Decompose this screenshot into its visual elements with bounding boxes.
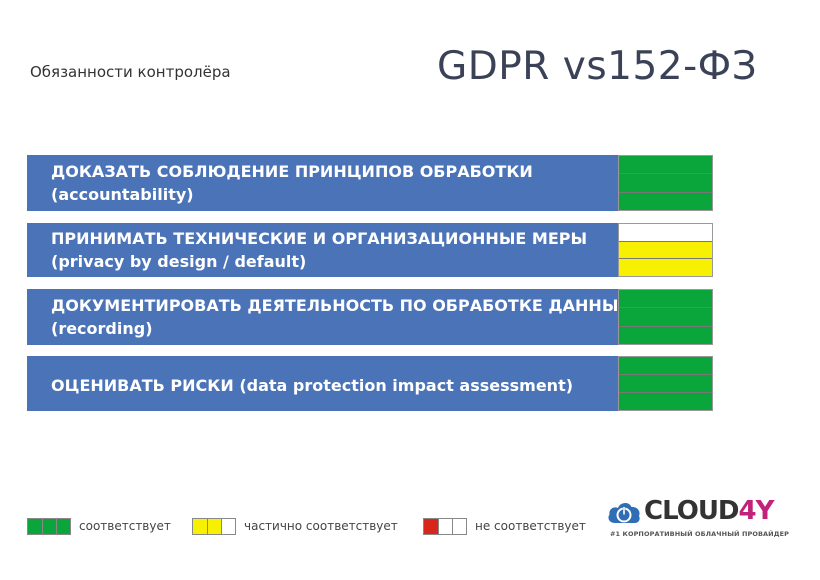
compliance-cell (619, 191, 712, 210)
compliance-indicator (618, 356, 713, 411)
compliance-cell (619, 258, 712, 277)
requirement-label: ДОКУМЕНТИРОВАТЬ ДЕЯТЕЛЬНОСТЬ ПО ОБРАБОТК… (27, 289, 631, 345)
compliance-cell (619, 307, 712, 326)
compliance-cell (619, 392, 712, 410)
compliance-cell (619, 173, 712, 192)
legend-box (424, 518, 438, 534)
compliance-indicator (618, 223, 713, 277)
legend-label: соответствует (79, 519, 171, 533)
legend-label: не соответствует (475, 519, 586, 533)
requirement-text: ДОКАЗАТЬ СОБЛЮДЕНИЕ ПРИНЦИПОВ ОБРАБОТКИ (51, 162, 533, 181)
legend-box (28, 518, 42, 534)
compliance-cell (619, 325, 712, 344)
compliance-cell (619, 156, 712, 174)
slide-title: GDPR vs152-ФЗ (437, 44, 758, 89)
requirement-row-dpia: ОЦЕНИВАТЬ РИСКИ (data protection impact … (27, 356, 713, 411)
logo-word-accent: 4Y (738, 496, 775, 526)
requirement-subtext: (recording) (51, 319, 153, 338)
requirement-row-accountability: ДОКАЗАТЬ СОБЛЮДЕНИЕ ПРИНЦИПОВ ОБРАБОТКИ … (27, 155, 713, 211)
logo-word-main: CLOUD (644, 496, 740, 526)
requirement-subtext: (privacy by design / default) (51, 252, 307, 271)
legend-label: частично соответствует (244, 519, 398, 533)
legend-swatch (27, 517, 71, 535)
compliance-cell (619, 224, 712, 241)
legend-partial: частично соответствует (192, 517, 398, 535)
legend-swatch (423, 517, 467, 535)
legend-box (438, 518, 452, 534)
compliance-indicator (618, 155, 713, 211)
compliance-cell (619, 357, 712, 374)
compliance-cell (619, 374, 712, 392)
company-logo: CLOUD4Y #1 КОРПОРАТИВНЫЙ ОБЛАЧНЫЙ ПРОВАЙ… (606, 496, 789, 546)
requirement-label: ОЦЕНИВАТЬ РИСКИ (data protection impact … (27, 356, 618, 411)
requirement-text: ДОКУМЕНТИРОВАТЬ ДЕЯТЕЛЬНОСТЬ ПО ОБРАБОТК… (51, 296, 631, 315)
legend-compliant: соответствует (27, 517, 171, 535)
compliance-cell (619, 240, 712, 259)
requirement-text: ПРИНИМАТЬ ТЕХНИЧЕСКИЕ И ОРГАНИЗАЦИОННЫЕ … (51, 229, 588, 248)
compliance-indicator (618, 289, 713, 345)
requirement-row-recording: ДОКУМЕНТИРОВАТЬ ДЕЯТЕЛЬНОСТЬ ПО ОБРАБОТК… (27, 289, 713, 345)
legend-noncompliant: не соответствует (423, 517, 586, 535)
legend-box (42, 518, 56, 534)
legend-swatch (192, 517, 236, 535)
slide-subtitle: Обязанности контролёра (30, 63, 231, 81)
legend-box (452, 518, 466, 534)
requirement-label: ПРИНИМАТЬ ТЕХНИЧЕСКИЕ И ОРГАНИЗАЦИОННЫЕ … (27, 223, 618, 277)
legend-box (56, 518, 70, 534)
power-cloud-icon (608, 502, 640, 524)
requirement-text: ОЦЕНИВАТЬ РИСКИ (data protection impact … (51, 375, 574, 395)
requirement-subtext: (accountability) (51, 185, 194, 204)
requirement-label: ДОКАЗАТЬ СОБЛЮДЕНИЕ ПРИНЦИПОВ ОБРАБОТКИ … (27, 155, 618, 211)
legend-box (207, 518, 221, 534)
logo-wordmark: CLOUD4Y (644, 496, 775, 526)
requirement-row-privacy-by-design: ПРИНИМАТЬ ТЕХНИЧЕСКИЕ И ОРГАНИЗАЦИОННЫЕ … (27, 223, 713, 277)
compliance-cell (619, 290, 712, 308)
legend-box (193, 518, 207, 534)
legend-box (221, 518, 235, 534)
logo-tagline: #1 КОРПОРАТИВНЫЙ ОБЛАЧНЫЙ ПРОВАЙДЕР (610, 530, 789, 538)
